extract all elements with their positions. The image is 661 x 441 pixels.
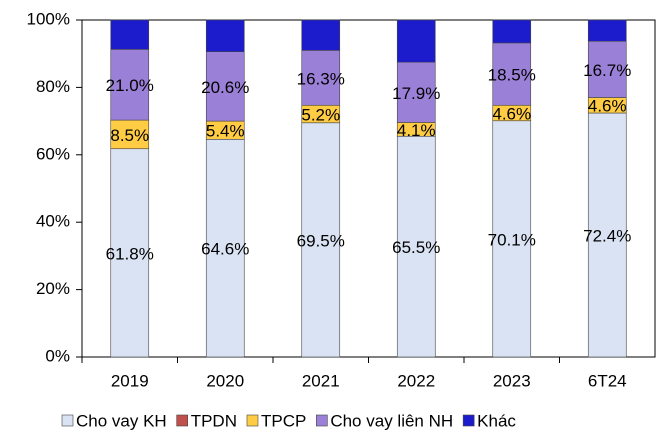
bar-segment [301,122,341,358]
legend-swatch [246,414,259,427]
data-label: 4.6% [588,97,627,116]
data-label: 17.9% [392,84,440,103]
data-label: 69.5% [297,231,345,250]
data-label: 4.6% [492,104,531,123]
plot-frame [81,19,656,358]
x-tick-label: 2019 [111,371,149,390]
data-label: 61.8% [106,244,154,263]
y-tick-label: 100% [27,9,70,28]
data-label: 4.1% [397,121,436,140]
legend-label: TPCP [261,411,306,430]
bar-segment [396,61,436,123]
bar-segment [110,148,150,358]
bar-segment [587,112,627,358]
bar-segment [587,40,627,98]
x-tick-label: 2020 [206,371,244,390]
bar-segment [587,19,627,42]
bar-segment [110,119,150,150]
bar-segment [301,19,341,51]
legend-label: Khác [477,411,516,430]
bar-segment [205,138,245,358]
data-label: 16.3% [297,69,345,88]
bar-segment [492,120,532,358]
legend-swatch [176,414,189,427]
x-tick-label: 2023 [493,371,531,390]
bar-segment [205,19,245,52]
bar-segment [205,51,245,122]
data-label: 70.1% [488,230,536,249]
legend-swatch [316,414,328,427]
legend-swatch [462,414,475,427]
y-tick-label: 0% [45,346,70,365]
legend-label: Cho vay KH [76,411,167,430]
data-label: 64.6% [201,240,249,259]
data-label: 18.5% [488,66,536,85]
x-tick-label: 2021 [302,371,340,390]
bar-segment [492,19,532,44]
data-label: 5.4% [206,122,245,141]
bar-segment [110,49,150,121]
y-tick-label: 80% [36,77,70,96]
y-tick-label: 60% [36,144,70,163]
y-tick-label: 20% [36,279,70,298]
legend-label: Cho vay liên NH [330,411,453,430]
x-tick-label: 2022 [397,371,435,390]
data-label: 72.4% [583,226,631,245]
data-label: 16.7% [583,61,631,80]
bar-segment [110,19,150,50]
data-label: 21.0% [106,76,154,95]
data-label: 65.5% [392,238,440,257]
x-tick-label: 6T24 [588,371,627,390]
legend-label: TPDN [191,411,237,430]
bar-segment [396,19,436,63]
bar-segment [396,135,436,358]
data-label: 8.5% [110,126,149,145]
legend-swatch [61,414,74,427]
y-tick-label: 40% [36,212,70,231]
data-label: 20.6% [201,78,249,97]
data-label: 5.2% [301,106,340,125]
